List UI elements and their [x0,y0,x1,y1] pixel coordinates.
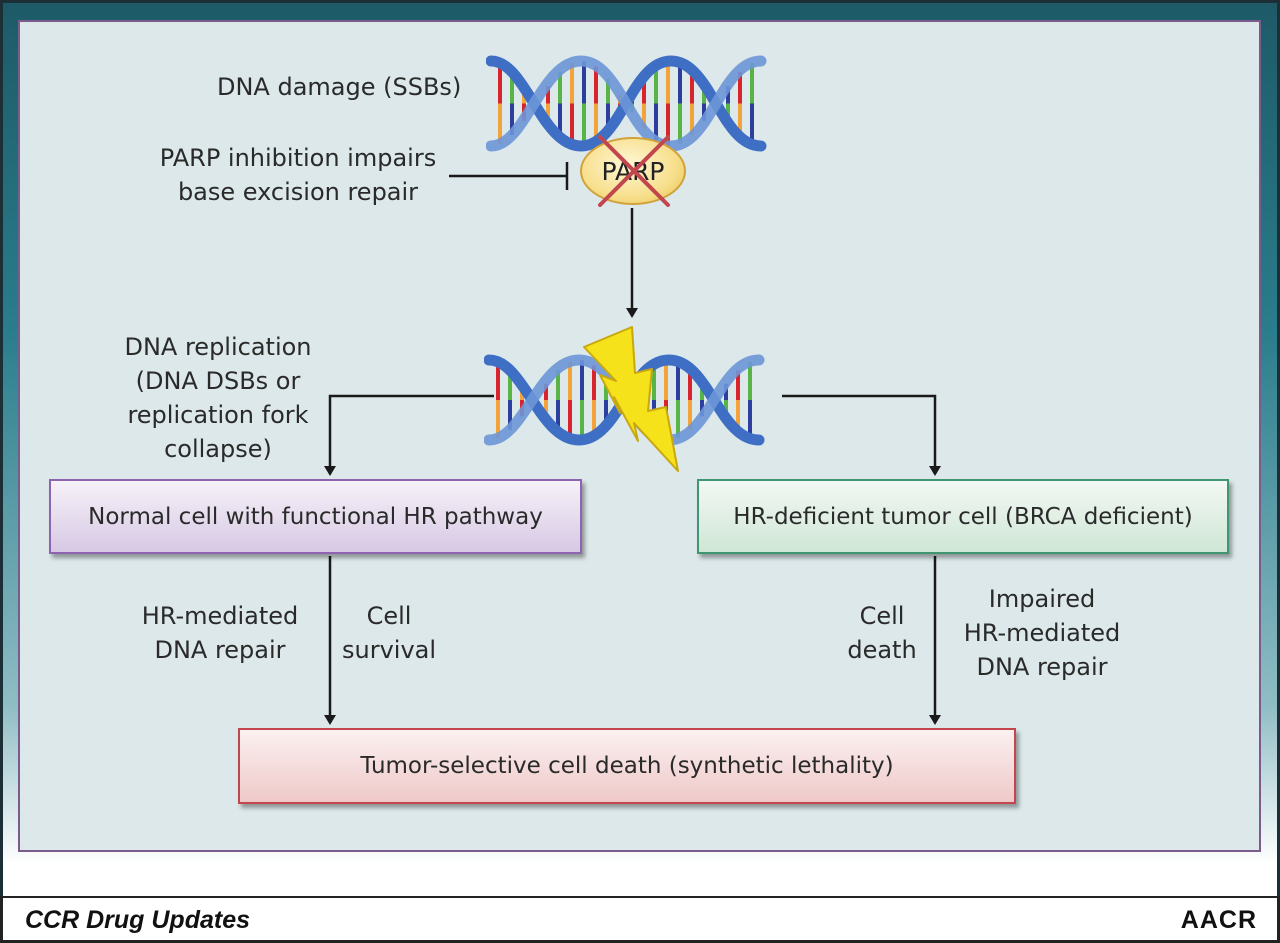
label-cell-survival: Cell survival [341,602,437,664]
label-dna-replication: DNA replication (DNA DSBs or replication… [124,333,312,463]
arrow-to-normal-cell [324,394,494,476]
journal-series-title: CCR Drug Updates [25,906,251,934]
synthetic-lethality-box: Tumor-selective cell death (synthetic le… [238,728,1016,804]
inhibition-cross-icon [598,135,670,207]
arrow-to-tumor-cell [782,394,941,476]
mechanism-diagram: PARP DNA damage (SSBs) PARP inhibition i… [49,55,1229,804]
result-label: Tumor-selective cell death (synthetic le… [360,753,894,779]
label-cell-death: Cell death [847,602,917,664]
lightning-bolt-icon [583,326,679,472]
normal-cell-box: Normal cell with functional HR pathway [49,479,582,554]
dna-helix-top [486,55,767,152]
tumor-cell-label: HR-deficient tumor cell (BRCA deficient) [733,503,1193,530]
label-dna-damage: DNA damage (SSBs) [217,73,462,101]
aacr-logo: AACR [1180,906,1257,934]
connector-layer [324,162,941,725]
label-impaired-repair: Impaired HR-mediated DNA repair [963,585,1121,681]
label-hr-repair: HR-mediated DNA repair [141,602,299,664]
normal-cell-label: Normal cell with functional HR pathway [88,503,543,530]
footer-bar: CCR Drug Updates AACR [0,896,1280,943]
tumor-cell-box: HR-deficient tumor cell (BRCA deficient) [697,479,1229,554]
label-parp-inhibition: PARP inhibition impairs base excision re… [159,144,437,206]
